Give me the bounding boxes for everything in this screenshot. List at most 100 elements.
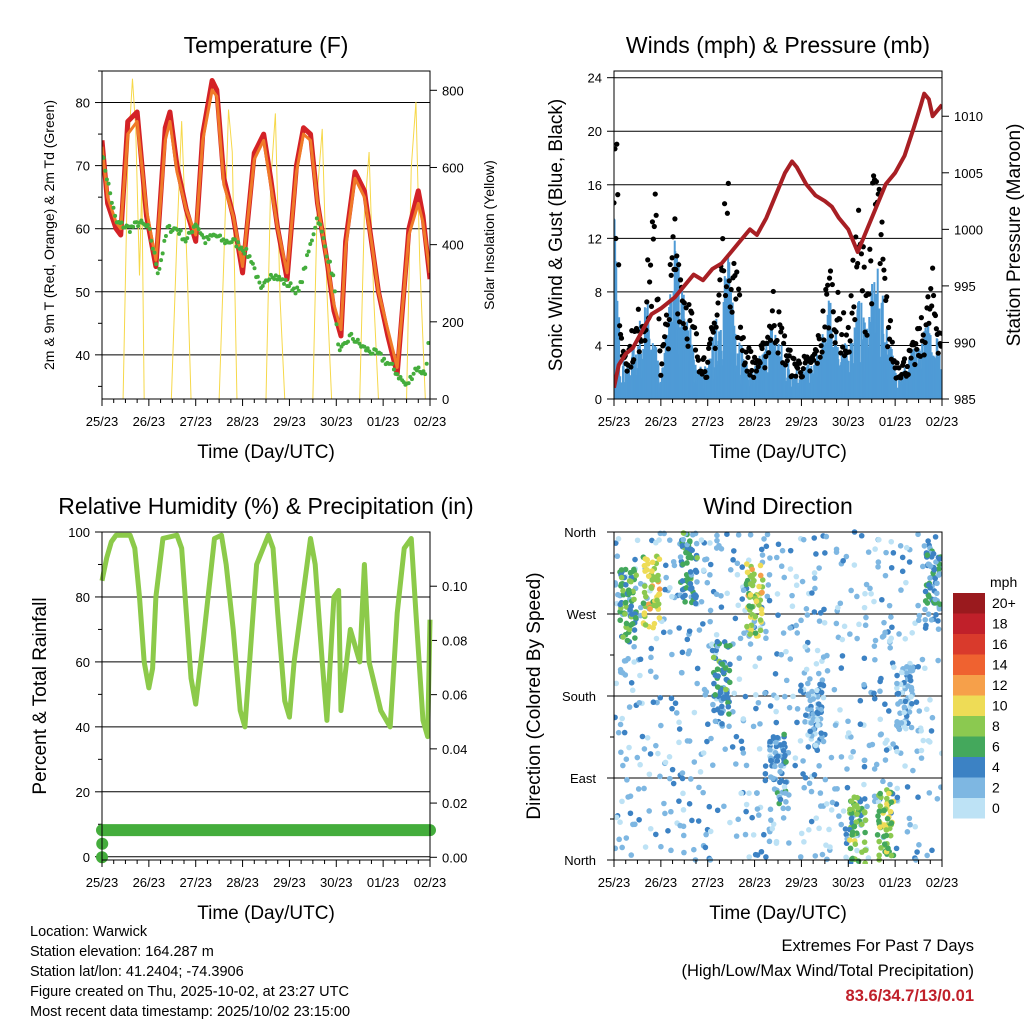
direction-point — [916, 842, 922, 848]
direction-point — [624, 777, 630, 783]
y2-tick-label: 200 — [442, 315, 464, 330]
gust-point — [864, 333, 869, 338]
direction-point — [667, 537, 673, 543]
direction-point — [878, 676, 884, 682]
direction-point — [904, 545, 910, 551]
gust-point — [781, 341, 786, 346]
direction-point — [907, 559, 913, 565]
direction-cluster-point — [759, 590, 765, 596]
direction-point — [614, 815, 620, 821]
direction-cluster-point — [650, 559, 656, 565]
gust-point — [771, 289, 776, 294]
y-axis-label: Direction (Colored By Speed) — [524, 572, 545, 819]
temperature-chart: 405060708002004006008002m & 9m T (Red, O… — [41, 71, 497, 407]
direction-point — [671, 781, 677, 787]
direction-point — [667, 585, 673, 591]
direction-point — [848, 588, 854, 594]
direction-point — [636, 786, 642, 792]
direction-point — [798, 854, 804, 860]
direction-cluster-point — [747, 631, 753, 637]
dewpoint-point — [107, 182, 111, 186]
direction-point — [909, 725, 915, 731]
direction-point — [933, 534, 939, 540]
gust-point — [661, 342, 666, 347]
dewpoint-point — [392, 367, 396, 371]
direction-point — [768, 807, 774, 813]
extremes-panel: Extremes For Past 7 Days (High/Low/Max W… — [681, 934, 974, 1009]
direction-point — [701, 750, 707, 756]
direction-cluster-point — [894, 673, 900, 679]
direction-cluster-point — [647, 606, 653, 612]
direction-cluster-point — [749, 604, 755, 610]
direction-point — [748, 641, 754, 647]
direction-cluster-point — [689, 547, 695, 553]
x-tick-label: 27/23 — [179, 414, 212, 429]
direction-point — [656, 537, 662, 543]
gust-point — [651, 236, 656, 241]
gust-point — [837, 316, 842, 321]
gust-point — [894, 360, 899, 365]
legend-label: 4 — [992, 759, 1000, 775]
legend-swatch — [953, 593, 985, 614]
direction-point — [741, 716, 747, 722]
direction-point — [862, 764, 868, 770]
gust-point — [665, 322, 670, 327]
direction-cluster-point — [853, 841, 859, 847]
y-tick-label: 24 — [588, 71, 602, 86]
x-tick-label: 01/23 — [879, 414, 912, 429]
x-tick-label: 26/23 — [645, 875, 678, 890]
direction-cluster-point — [744, 561, 750, 567]
direction-point — [670, 767, 676, 773]
direction-point — [829, 807, 835, 813]
x-tick-label: 25/23 — [86, 875, 119, 890]
gust-point — [914, 347, 919, 352]
gust-point — [708, 337, 713, 342]
direction-point — [759, 547, 765, 553]
direction-point — [760, 552, 766, 558]
winds-chart: 0 4 8 12 16 20 24 985 990 995 1000 1005 1010 Sonic Wi… — [546, 71, 1024, 407]
wind-direction-chart: NorthEastSouthWestNorthDirection (Colore… — [524, 525, 1017, 871]
direction-point — [744, 802, 750, 808]
direction-point — [883, 550, 889, 556]
y-tick-label: 0 — [595, 392, 602, 407]
direction-point — [680, 776, 686, 782]
direction-point — [834, 786, 840, 792]
direction-point — [616, 536, 622, 542]
legend-swatch — [953, 634, 985, 655]
direction-cluster-point — [815, 723, 821, 729]
direction-point — [641, 786, 647, 792]
gust-point — [817, 336, 822, 341]
direction-cluster-point — [753, 614, 759, 620]
direction-point — [669, 706, 675, 712]
direction-point — [773, 720, 779, 726]
dewpoint-point — [207, 237, 211, 241]
gust-point — [936, 351, 941, 356]
gust-point — [818, 355, 823, 360]
direction-point — [838, 600, 844, 606]
direction-cluster-point — [815, 717, 821, 723]
direction-point — [765, 532, 771, 538]
dewpoint-point — [346, 340, 350, 344]
direction-point — [679, 670, 685, 676]
direction-point — [736, 532, 742, 538]
direction-point — [887, 603, 893, 609]
direction-point — [631, 644, 637, 650]
direction-point — [919, 755, 925, 761]
direction-point — [719, 604, 725, 610]
direction-point — [844, 766, 850, 772]
gust-point — [672, 216, 677, 221]
gust-point — [685, 344, 690, 349]
direction-point — [862, 591, 868, 597]
direction-point — [719, 721, 725, 727]
direction-point — [843, 855, 849, 861]
dewpoint-point — [356, 338, 360, 342]
direction-cluster-point — [877, 824, 883, 830]
direction-point — [614, 553, 620, 559]
gust-point — [846, 325, 851, 330]
speed-legend: mph20+181614121086420 — [953, 574, 1017, 819]
direction-point — [880, 779, 886, 785]
gust-point — [683, 325, 688, 330]
y2-tick-label: 1010 — [954, 109, 983, 124]
gust-point — [831, 309, 836, 314]
direction-cluster-point — [629, 611, 635, 617]
